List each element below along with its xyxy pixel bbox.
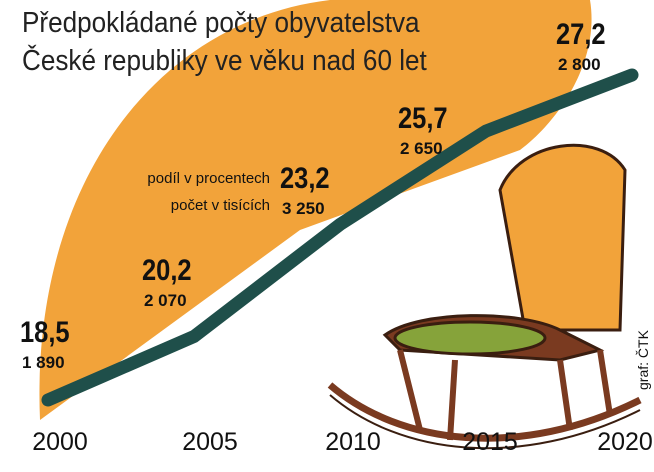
value-label: 25,7 xyxy=(398,101,448,134)
value-label: 2 800 xyxy=(558,55,601,74)
value-label: 27,2 xyxy=(556,17,606,50)
value-label: 20,2 xyxy=(142,253,192,286)
x-tick-label: 2010 xyxy=(325,428,381,456)
value-label: 3 250 xyxy=(282,199,325,218)
x-tick-label: 2015 xyxy=(462,428,518,456)
value-label: 23,2 xyxy=(280,161,330,194)
x-tick-label: 2005 xyxy=(182,428,238,456)
x-tick-label: 2020 xyxy=(597,428,653,456)
chart-title: Předpokládané počty obyvatelstva České r… xyxy=(22,4,445,80)
infographic: graf: ČTK 2000 2005 2010 2015 2020 18,5 1 890 2… xyxy=(0,0,654,472)
series-label: počet v tisících xyxy=(171,197,270,214)
credit: graf: ČTK xyxy=(635,329,651,390)
series-label: podíl v procentech xyxy=(147,170,270,187)
value-label: 1 890 xyxy=(22,353,65,372)
x-tick-label: 2000 xyxy=(32,428,88,456)
value-label: 2 070 xyxy=(144,291,187,310)
value-label: 2 650 xyxy=(400,139,443,158)
value-label: 18,5 xyxy=(20,315,70,348)
